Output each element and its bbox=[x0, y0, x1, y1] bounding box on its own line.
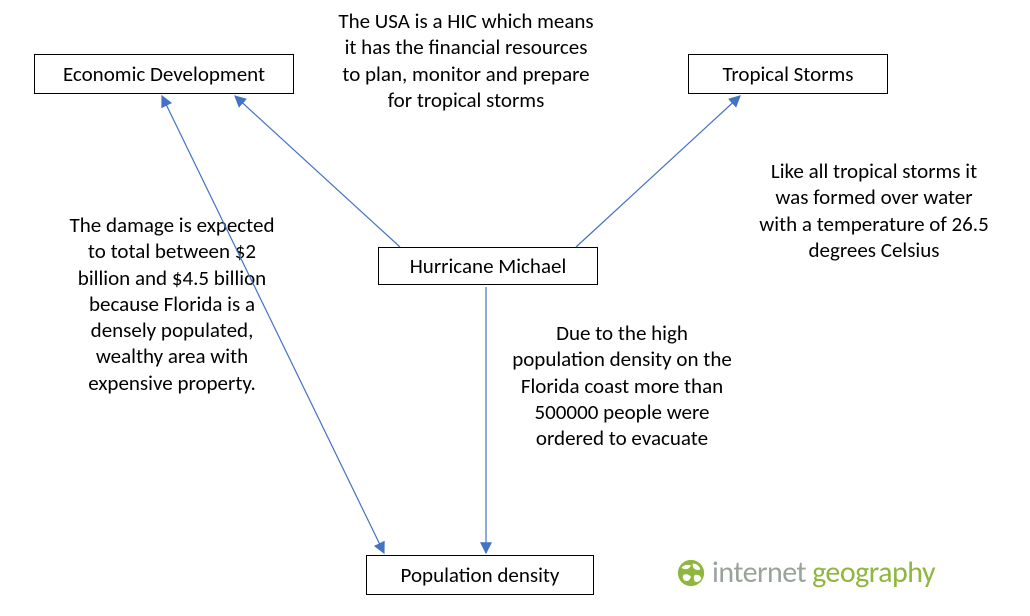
annotation-formation-temp: Like all tropical storms it was formed o… bbox=[756, 158, 992, 263]
annotation-usa-hic: The USA is a HIC which means it has the … bbox=[336, 8, 596, 113]
node-tropical-storms: Tropical Storms bbox=[688, 54, 888, 94]
node-label: Hurricane Michael bbox=[410, 253, 567, 279]
annotation-evacuation: Due to the high population density on th… bbox=[508, 320, 736, 451]
logo-internet-geography: internet geography bbox=[676, 554, 935, 591]
annotation-damage-total: The damage is expected to total between … bbox=[62, 212, 282, 396]
logo-word-internet: internet bbox=[712, 554, 806, 591]
node-label: Tropical Storms bbox=[722, 61, 853, 87]
globe-icon bbox=[676, 558, 706, 588]
node-economic-development: Economic Development bbox=[34, 54, 294, 94]
node-hurricane-michael: Hurricane Michael bbox=[378, 247, 598, 285]
logo-word-geography: geography bbox=[812, 554, 935, 591]
node-label: Population density bbox=[401, 562, 560, 588]
node-population-density: Population density bbox=[366, 555, 594, 595]
node-label: Economic Development bbox=[63, 61, 265, 87]
